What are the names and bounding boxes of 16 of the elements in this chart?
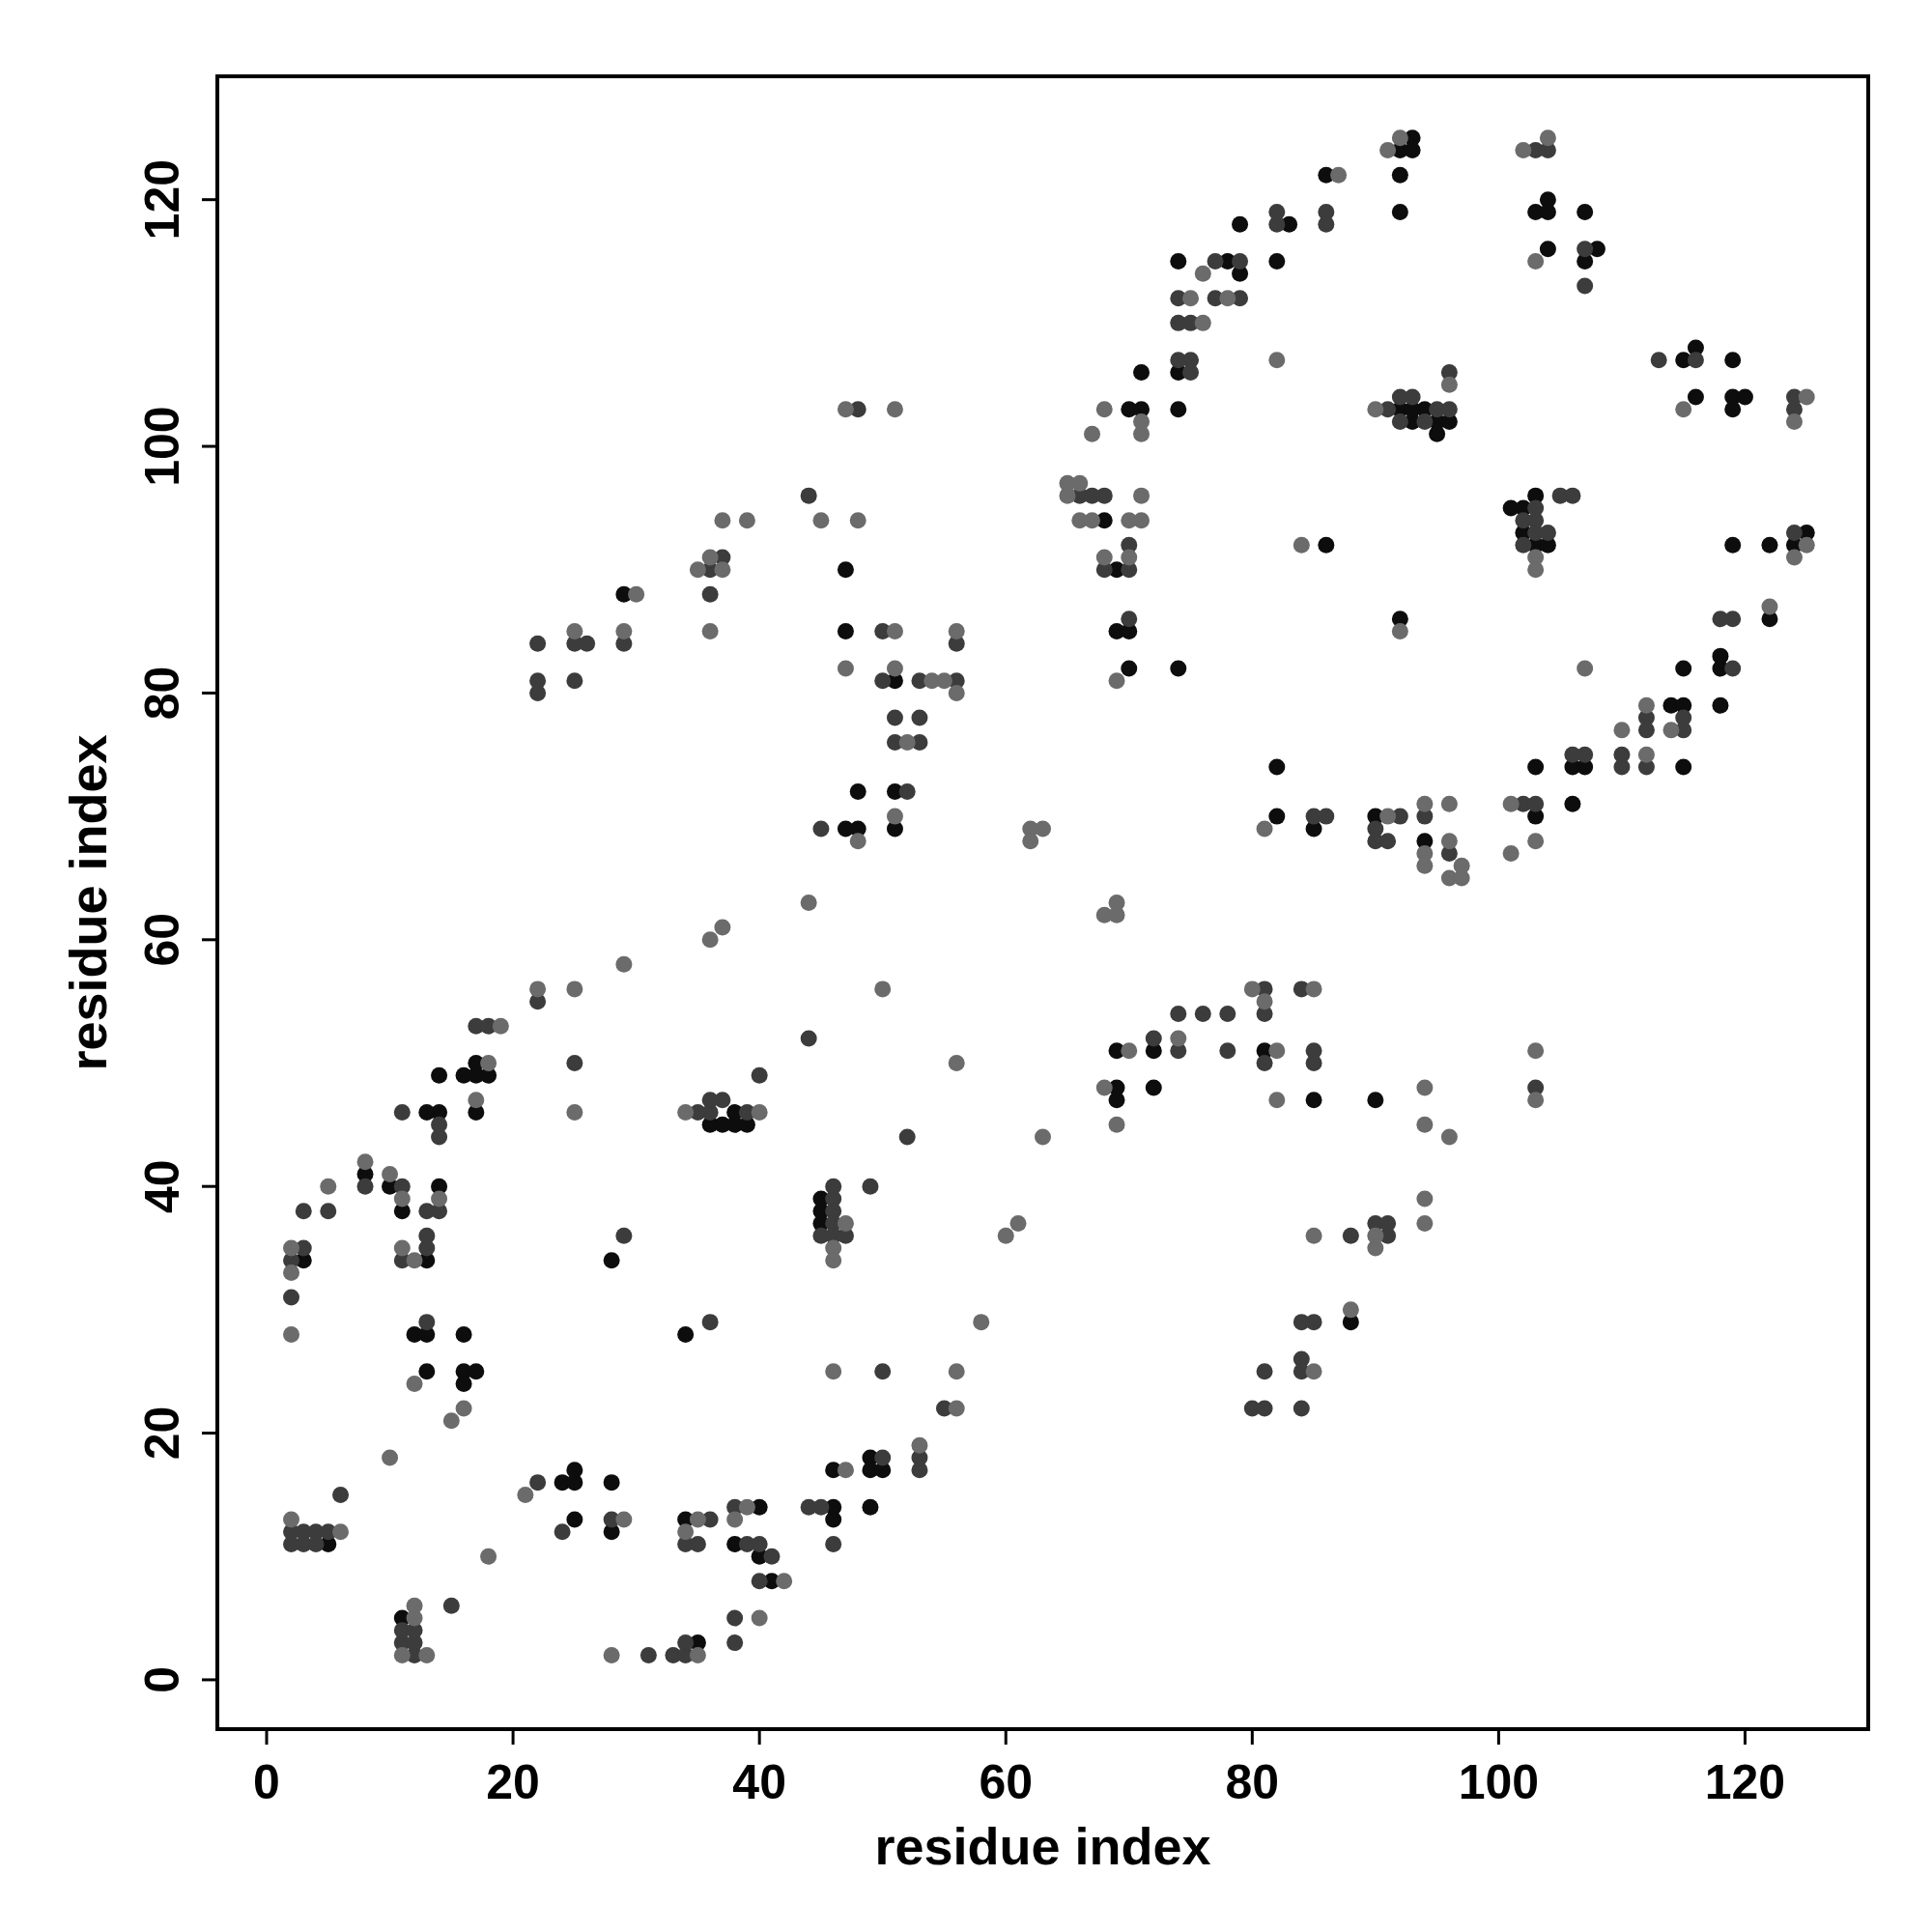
y-tick-label: 120 xyxy=(135,158,189,241)
x-tick-label: 40 xyxy=(732,1755,786,1809)
x-axis-title: residue index xyxy=(874,1817,1211,1875)
y-tick-label: 20 xyxy=(135,1406,189,1461)
x-tick-label: 20 xyxy=(486,1755,540,1809)
y-tick-label: 40 xyxy=(135,1159,189,1213)
y-axis-title: residue index xyxy=(59,734,117,1071)
x-tick-label: 60 xyxy=(979,1755,1034,1809)
y-tick-label: 60 xyxy=(135,912,189,967)
y-tick-label: 0 xyxy=(135,1666,189,1693)
x-tick-label: 100 xyxy=(1458,1755,1540,1809)
x-tick-label: 120 xyxy=(1704,1755,1786,1809)
x-tick-label: 0 xyxy=(253,1755,280,1809)
y-tick-label: 100 xyxy=(135,406,189,487)
y-tick-label: 80 xyxy=(135,666,189,721)
x-tick-label: 80 xyxy=(1225,1755,1280,1809)
